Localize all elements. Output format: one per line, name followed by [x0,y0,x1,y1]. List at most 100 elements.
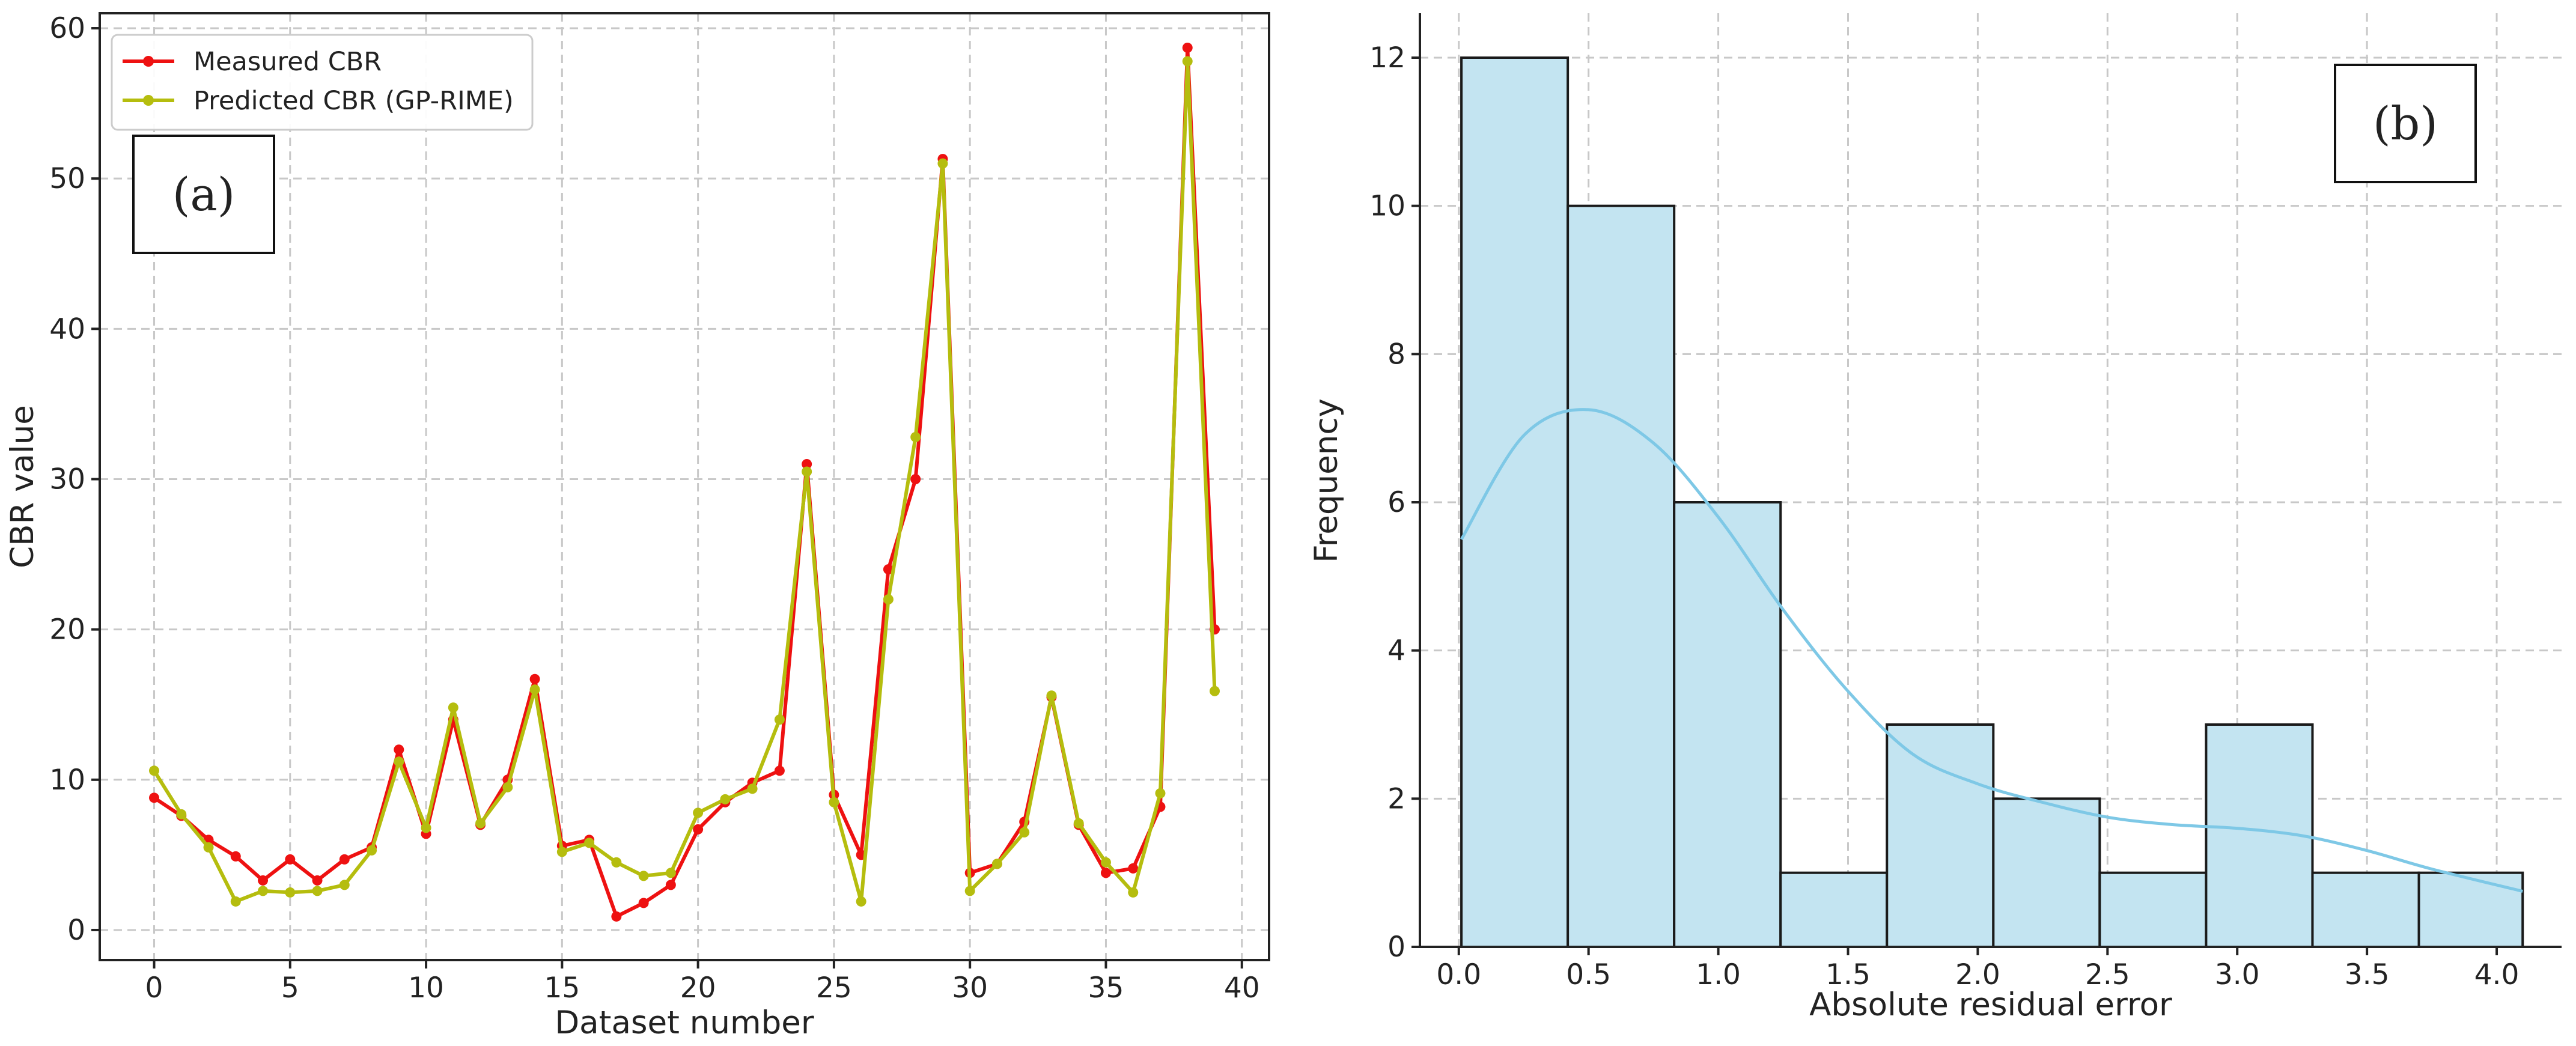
data-point-predicted [829,797,839,807]
data-point-predicted [475,818,486,829]
y-tick-label: 20 [49,613,85,646]
y-tick-label: 50 [49,162,85,195]
line-chart-grid [100,13,1269,960]
data-point-predicted [584,838,595,848]
data-point-measured [665,880,676,890]
data-point-predicted [1100,857,1111,868]
histogram-y-axis-title: Frequency [1308,398,1345,563]
data-point-measured [611,911,622,922]
data-point-predicted [176,809,187,819]
data-point-predicted [991,859,1002,869]
x-tick-label: 15 [544,972,580,1005]
data-point-predicted [258,886,269,896]
panel-a-label: (a) [172,168,236,221]
y-tick-label: 60 [49,12,85,45]
data-point-predicted [1182,56,1193,67]
y-tick-label: 4 [1387,634,1405,667]
x-tick-label: 1.0 [1696,958,1741,991]
y-tick-label: 10 [49,764,85,797]
data-point-predicted [1209,686,1220,696]
histogram-bars [1460,56,2524,949]
x-tick-label: 20 [680,972,716,1005]
line-chart-y-axis-title: CBR value [4,405,41,568]
data-point-predicted [1155,788,1166,798]
data-point-measured [285,854,296,865]
x-tick-label: 3.5 [2345,958,2390,991]
data-point-predicted [149,765,160,776]
data-point-measured [910,473,921,484]
data-point-predicted [285,887,296,898]
histogram-bar [1673,501,1782,948]
data-point-predicted [883,594,894,605]
y-tick-label: 0 [67,914,85,947]
x-tick-label: 0.0 [1436,958,1481,991]
data-point-predicted [1073,818,1084,829]
legend-box [111,34,534,131]
data-point-predicted [720,794,731,804]
data-point-predicted [937,158,948,169]
data-point-predicted [312,886,323,896]
data-point-measured [339,854,350,865]
x-tick-label: 4.0 [2474,958,2520,991]
x-tick-label: 0.5 [1566,958,1611,991]
x-tick-label: 2.5 [2085,958,2130,991]
y-tick-label: 40 [49,312,85,345]
histogram-bar [2098,871,2208,948]
data-point-predicted [856,896,866,907]
line-chart-x-axis-title: Dataset number [555,1005,814,1041]
data-point-measured [258,875,269,886]
histogram-axis-ticks: 0.0 0.5 1.0 1.5 2.0 2.5 3.0 3.5 4.0 0 2 4 6 8 10 12 [1369,41,2519,991]
histogram-bar [2311,871,2420,948]
legend-marker-predicted [143,95,154,106]
data-point-predicted [693,807,704,818]
line-chart-plot-frame [99,12,1270,961]
series-line-predicted [152,59,1217,904]
legend-label-measured: Measured CBR [193,47,382,77]
data-point-measured [1128,863,1139,874]
y-tick-label: 0 [1387,931,1405,964]
y-tick-label: 12 [1369,41,1405,74]
data-point-predicted [230,896,241,907]
x-tick-label: 2.0 [1955,958,2000,991]
x-tick-label: 25 [816,972,852,1005]
data-point-measured [394,744,404,755]
data-point-measured [529,674,540,684]
y-tick-label: 6 [1387,486,1405,519]
histogram-bar [1779,871,1889,948]
data-point-predicted [448,702,458,713]
x-tick-label: 0 [145,972,163,1005]
histogram-x-axis-title: Absolute residual error [1809,987,2172,1023]
y-tick-label: 30 [49,463,85,496]
histogram-bar [1992,797,2101,949]
y-tick-label: 2 [1387,782,1405,815]
data-point-predicted [802,466,812,477]
data-point-predicted [1019,827,1030,838]
data-point-measured [230,851,241,862]
y-tick-label: 8 [1387,338,1405,371]
x-tick-label: 5 [281,972,299,1005]
data-point-predicted [611,857,622,868]
line-chart-axis-ticks: 0 5 10 15 20 25 30 35 40 0 10 20 30 40 50 60 [49,12,1259,1005]
panel-b-label: (b) [2373,97,2438,150]
data-point-measured [1182,43,1193,53]
x-tick-label: 1.5 [1825,958,1871,991]
histogram-bar [1567,204,1676,949]
y-tick-label: 10 [1369,190,1405,223]
data-point-measured [802,458,812,469]
x-tick-label: 3.0 [2215,958,2260,991]
data-point-predicted [910,431,921,442]
kde-curve [1460,408,2523,893]
data-point-measured [883,564,894,575]
histogram-bar [1460,56,1570,948]
x-tick-label: 40 [1224,972,1260,1005]
legend-marker-measured [143,56,154,67]
line-chart-legend: Measured CBR Predicted CBR (GP-RIME) [111,34,534,131]
data-point-predicted [394,756,404,767]
data-point-predicted [367,845,377,856]
data-point-measured [638,898,649,908]
data-point-predicted [203,842,214,853]
data-point-measured [312,875,323,886]
data-point-measured [693,824,704,835]
data-point-measured [774,765,785,776]
data-point-predicted [556,847,567,857]
